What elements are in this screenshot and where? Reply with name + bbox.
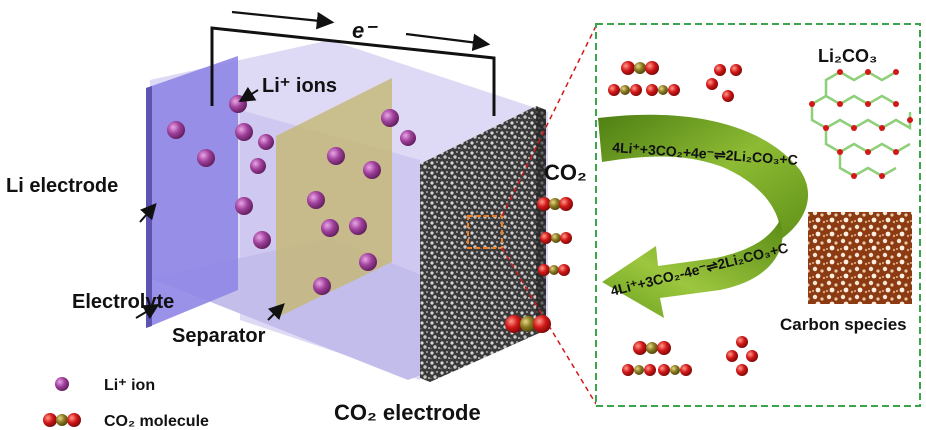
li-ion: [258, 134, 274, 150]
li-electrode-pointer: [139, 202, 157, 223]
li-ions-pointer: [238, 86, 259, 103]
li-ion: [363, 161, 381, 179]
charge-arrow: [602, 220, 783, 318]
li-ion: [197, 149, 215, 167]
li-ion: [253, 231, 271, 249]
discharge-arrow: [598, 114, 809, 246]
li2co3-label: Li₂CO₃: [818, 46, 877, 66]
legend: Li⁺ ion CO₂ molecule: [43, 377, 209, 430]
co2-cluster-top: [608, 61, 680, 96]
battery-cell: e⁻ Li⁺ ions Li electrode Electrolyte Sep…: [6, 10, 597, 425]
co2-cluster-bottom: [622, 341, 692, 376]
co2-molecules-cell: [505, 197, 573, 333]
li-ion: [381, 109, 399, 127]
li-ion: [321, 219, 339, 237]
carbon-species-label: Carbon species: [780, 315, 907, 334]
legend-co2-molecule-label: CO₂ molecule: [104, 413, 209, 430]
li-cluster-top: [706, 64, 742, 102]
li-ion: [349, 217, 367, 235]
separator-label: Separator: [172, 325, 266, 347]
electron-arrow-2: [405, 32, 491, 52]
co2-label: CO₂: [544, 160, 587, 185]
li-ion: [167, 121, 185, 139]
li-ions-cell: [167, 95, 416, 295]
li-ion: [359, 253, 377, 271]
electrolyte-pointer: [135, 303, 160, 320]
co2-electrode-slab: [420, 106, 546, 382]
separator-pointer: [267, 303, 285, 321]
li-electrode-panel: [146, 56, 238, 328]
legend-li-ion-swatch: [55, 377, 69, 391]
zoom-region-box: [467, 215, 503, 249]
li-ions-label: Li⁺ ions: [262, 75, 337, 97]
legend-co2-swatch: [43, 413, 81, 427]
legend-li-ion-label: Li⁺ ion: [104, 377, 155, 394]
co2-electrode-label: CO₂ electrode: [334, 400, 481, 425]
li-ion: [235, 123, 253, 141]
electron-label: e⁻: [352, 18, 378, 43]
li-cluster-bottom: [726, 336, 758, 376]
li-ion: [313, 277, 331, 295]
electrolyte-label: Electrolyte: [72, 291, 174, 313]
co2-electrode-edge: [536, 106, 546, 334]
carbon-species-image: [808, 212, 912, 304]
li-ion: [327, 147, 345, 165]
li2co3-atoms: [809, 69, 913, 179]
li-ion: [400, 130, 416, 146]
co2-molecule: [537, 197, 573, 211]
co2-molecule: [538, 264, 570, 276]
li-ion: [250, 158, 266, 174]
li-electrode-label: Li electrode: [6, 175, 118, 197]
reaction-inset: Li₂CO₃ 4Li⁺+3CO₂+4e⁻⇌2Li₂CO₃+C 4Li⁺+3CO₂…: [595, 23, 921, 407]
co2-molecule: [505, 315, 551, 333]
electron-arrow-1: [231, 10, 335, 30]
li-ion: [235, 197, 253, 215]
li-ion: [307, 191, 325, 209]
external-wire: [210, 26, 496, 116]
co2-molecule: [540, 232, 572, 244]
